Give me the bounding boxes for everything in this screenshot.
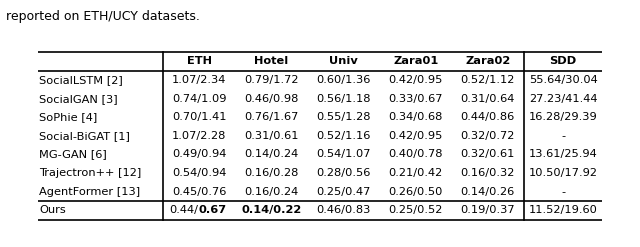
Text: reported on ETH/UCY datasets.: reported on ETH/UCY datasets.	[6, 10, 200, 23]
Text: 0.67: 0.67	[198, 205, 227, 215]
Text: 0.14/0.22: 0.14/0.22	[241, 205, 301, 215]
Text: 0.44/: 0.44/	[170, 205, 198, 215]
